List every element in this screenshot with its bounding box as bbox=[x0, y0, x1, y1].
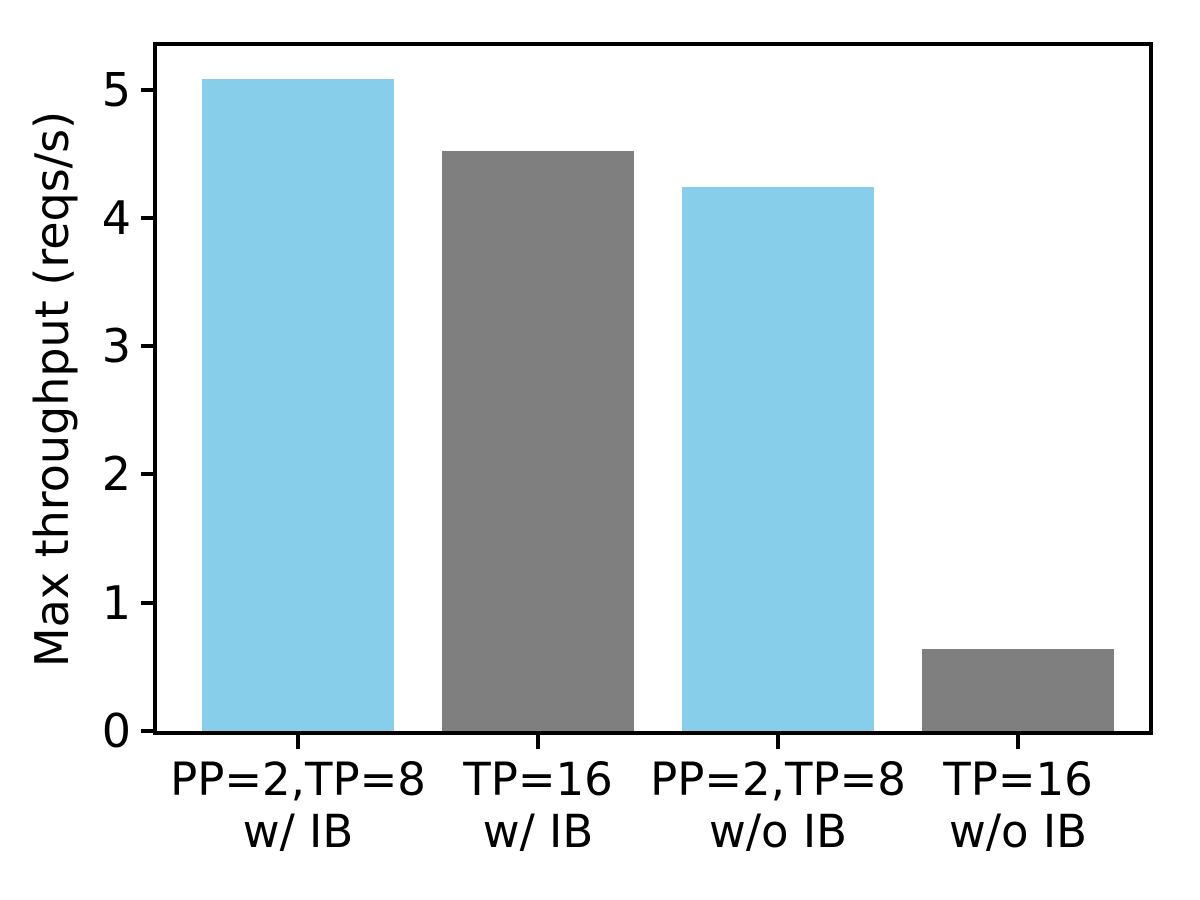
bar-1 bbox=[442, 151, 634, 731]
y-tick-label: 2 bbox=[101, 447, 131, 502]
y-tick-label: 3 bbox=[101, 319, 131, 374]
x-tick-label-line1: TP=16 bbox=[943, 753, 1093, 806]
x-axis-tick bbox=[536, 735, 540, 749]
y-tick-label: 4 bbox=[101, 190, 131, 245]
x-tick-label-line1: PP=2,TP=8 bbox=[170, 753, 426, 806]
y-axis-tick bbox=[141, 472, 156, 477]
x-tick-label-line2: w/o IB bbox=[709, 805, 847, 858]
x-tick-label-line2: w/ IB bbox=[242, 805, 354, 858]
y-axis-tick bbox=[141, 215, 156, 220]
x-tick-label: TP=16 w/ IB bbox=[378, 754, 698, 858]
x-tick-label: PP=2,TP=8 w/o IB bbox=[618, 754, 938, 858]
x-axis-tick bbox=[296, 735, 300, 749]
y-tick-label: 5 bbox=[101, 62, 131, 117]
bar-2 bbox=[682, 187, 874, 731]
x-tick-label-line1: PP=2,TP=8 bbox=[650, 753, 906, 806]
y-axis-tick bbox=[141, 87, 156, 92]
y-axis-tick bbox=[141, 344, 156, 349]
x-axis-tick bbox=[1016, 735, 1020, 749]
y-axis-tick bbox=[141, 729, 156, 733]
y-tick-label: 0 bbox=[101, 704, 131, 758]
y-axis-tick bbox=[141, 600, 156, 605]
plot-area bbox=[153, 42, 1153, 735]
bar-0 bbox=[202, 79, 394, 731]
bar-3 bbox=[922, 649, 1114, 731]
x-tick-label-line2: w/o IB bbox=[949, 805, 1087, 858]
y-tick-label: 1 bbox=[101, 575, 131, 630]
x-tick-label-line2: w/ IB bbox=[482, 805, 594, 858]
x-tick-label: PP=2,TP=8 w/ IB bbox=[138, 754, 458, 858]
x-tick-label: TP=16 w/o IB bbox=[858, 754, 1178, 858]
x-axis-tick bbox=[776, 735, 780, 749]
x-tick-label-line1: TP=16 bbox=[463, 753, 613, 806]
